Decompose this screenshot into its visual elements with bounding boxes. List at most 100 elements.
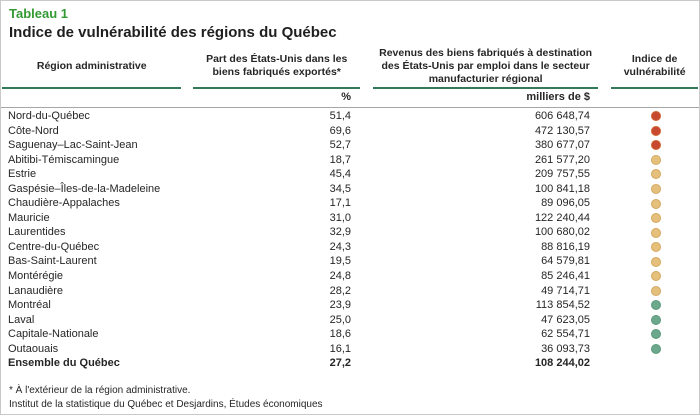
column-header-region: Région administrative <box>2 45 182 89</box>
share-cell: 28,2 <box>329 284 351 297</box>
vulnerability-cell <box>590 225 699 240</box>
vulnerability-dot-icon <box>650 154 661 165</box>
share-cell: 69,6 <box>329 124 351 137</box>
table-row: Nord-du-Québec 51,4 606 648,74 <box>1 109 699 124</box>
vulnerability-cell <box>590 356 699 371</box>
table-row: Estrie 45,4 209 757,55 <box>1 167 699 182</box>
region-cell: Lanaudière <box>8 284 64 297</box>
region-cell: Laval <box>8 313 35 326</box>
vulnerability-dot-icon <box>650 256 661 267</box>
share-cell: 52,7 <box>329 139 351 152</box>
share-cell: 18,7 <box>329 153 351 166</box>
column-header-us-share: Part des États-Unis dans les biens fabri… <box>193 45 360 89</box>
vulnerability-cell <box>590 124 699 139</box>
vulnerability-cell <box>590 298 699 313</box>
vulnerability-dot-icon <box>650 285 661 296</box>
table-row: Outaouais 16,1 36 093,73 <box>1 342 699 357</box>
revenue-cell: 64 579,81 <box>541 255 590 268</box>
share-cell: 18,6 <box>329 328 351 341</box>
page-title: Indice de vulnérabilité des régions du Q… <box>9 24 337 41</box>
vulnerability-dot-icon <box>650 242 661 253</box>
revenue-cell: 89 096,05 <box>541 197 590 210</box>
table-row: Centre-du-Québec 24,3 88 816,19 <box>1 240 699 255</box>
region-cell: Saguenay–Lac-Saint-Jean <box>8 139 138 152</box>
share-cell: 17,1 <box>329 197 351 210</box>
revenue-cell: 606 648,74 <box>534 110 590 122</box>
vulnerability-cell <box>590 153 699 168</box>
table-body: Nord-du-Québec 51,4 606 648,74 Côte-Nord… <box>1 108 699 371</box>
revenue-cell: 49 714,71 <box>541 284 590 297</box>
revenue-cell: 113 854,52 <box>535 299 590 312</box>
vulnerability-cell <box>590 182 699 197</box>
revenue-cell: 100 841,18 <box>534 182 590 195</box>
revenue-cell: 122 240,44 <box>534 211 590 224</box>
column-header-vulnerability-index: Indice de vulnérabilité <box>611 45 698 89</box>
region-cell: Côte-Nord <box>8 124 59 137</box>
vulnerability-cell <box>590 254 699 269</box>
table-row: Ensemble du Québec 27,2 108 244,02 <box>1 356 699 371</box>
table-row: Lanaudière 28,2 49 714,71 <box>1 284 699 299</box>
vulnerability-dot-icon <box>650 125 661 136</box>
vulnerability-dot-icon <box>650 198 661 209</box>
region-cell: Montérégie <box>8 270 64 283</box>
share-cell: 34,5 <box>329 182 351 195</box>
table-tag: Tableau 1 <box>9 6 69 21</box>
share-cell: 23,9 <box>329 299 351 312</box>
vulnerability-cell <box>590 313 699 328</box>
vulnerability-cell <box>590 109 699 124</box>
vulnerability-cell <box>590 167 699 182</box>
unit-thousands-dollars: milliers de $ <box>526 91 590 103</box>
region-cell: Gaspésie–Îles-de-la-Madeleine <box>8 182 161 195</box>
vulnerability-cell <box>590 327 699 342</box>
title-block: Tableau 1 Indice de vulnérabilité des ré… <box>1 1 699 43</box>
revenue-cell: 209 757,55 <box>534 168 590 181</box>
revenue-cell: 85 246,41 <box>541 270 590 283</box>
vulnerability-dot-icon <box>650 213 661 224</box>
region-cell: Capitale-Nationale <box>8 328 99 341</box>
vulnerability-dot-icon <box>650 314 661 325</box>
revenue-cell: 261 577,20 <box>534 153 590 166</box>
table-row: Laurentides 32,9 100 680,02 <box>1 225 699 240</box>
table-row: Mauricie 31,0 122 240,44 <box>1 211 699 226</box>
column-header-row: Région administrative Part des États-Uni… <box>1 45 699 89</box>
table-row: Montréal 23,9 113 854,52 <box>1 298 699 313</box>
table-row: Bas-Saint-Laurent 19,5 64 579,81 <box>1 254 699 269</box>
unit-row: % milliers de $ <box>1 89 699 108</box>
revenue-cell: 88 816,19 <box>541 240 590 253</box>
share-cell: 24,8 <box>329 270 351 283</box>
region-cell: Bas-Saint-Laurent <box>8 255 97 268</box>
share-cell: 45,4 <box>329 168 351 181</box>
region-cell: Laurentides <box>8 226 66 239</box>
region-cell: Mauricie <box>8 211 50 224</box>
footnotes: * À l'extérieur de la région administrat… <box>1 384 699 412</box>
footnote-asterisk: * À l'extérieur de la région administrat… <box>9 384 191 396</box>
vulnerability-cell <box>590 240 699 255</box>
share-cell: 32,9 <box>329 226 351 239</box>
share-cell: 27,2 <box>329 357 351 370</box>
share-cell: 51,4 <box>329 110 351 122</box>
vulnerability-dot-icon <box>650 111 661 122</box>
unit-percent: % <box>341 91 351 103</box>
revenue-cell: 100 680,02 <box>534 226 590 239</box>
vulnerability-cell <box>590 342 699 357</box>
vulnerability-dot-icon <box>650 169 661 180</box>
vulnerability-cell <box>590 196 699 211</box>
table-row: Saguenay–Lac-Saint-Jean 52,7 380 677,07 <box>1 138 699 153</box>
share-cell: 24,3 <box>329 240 351 253</box>
table-row: Gaspésie–Îles-de-la-Madeleine 34,5 100 8… <box>1 182 699 197</box>
region-cell: Outaouais <box>8 342 59 355</box>
region-cell: Montréal <box>8 299 51 312</box>
table-row: Chaudière-Appalaches 17,1 89 096,05 <box>1 196 699 211</box>
revenue-cell: 36 093,73 <box>541 342 590 355</box>
revenue-cell: 108 244,02 <box>534 357 590 370</box>
share-cell: 31,0 <box>329 211 351 224</box>
vulnerability-dot-icon <box>650 329 661 340</box>
share-cell: 19,5 <box>329 255 351 268</box>
vulnerability-dot-icon <box>650 271 661 282</box>
revenue-cell: 472 130,57 <box>534 124 590 137</box>
region-cell: Abitibi-Témiscamingue <box>8 153 120 166</box>
table-row: Capitale-Nationale 18,6 62 554,71 <box>1 327 699 342</box>
column-header-revenue: Revenus des biens fabriqués à destinatio… <box>372 45 599 89</box>
table-row: Laval 25,0 47 623,05 <box>1 313 699 328</box>
